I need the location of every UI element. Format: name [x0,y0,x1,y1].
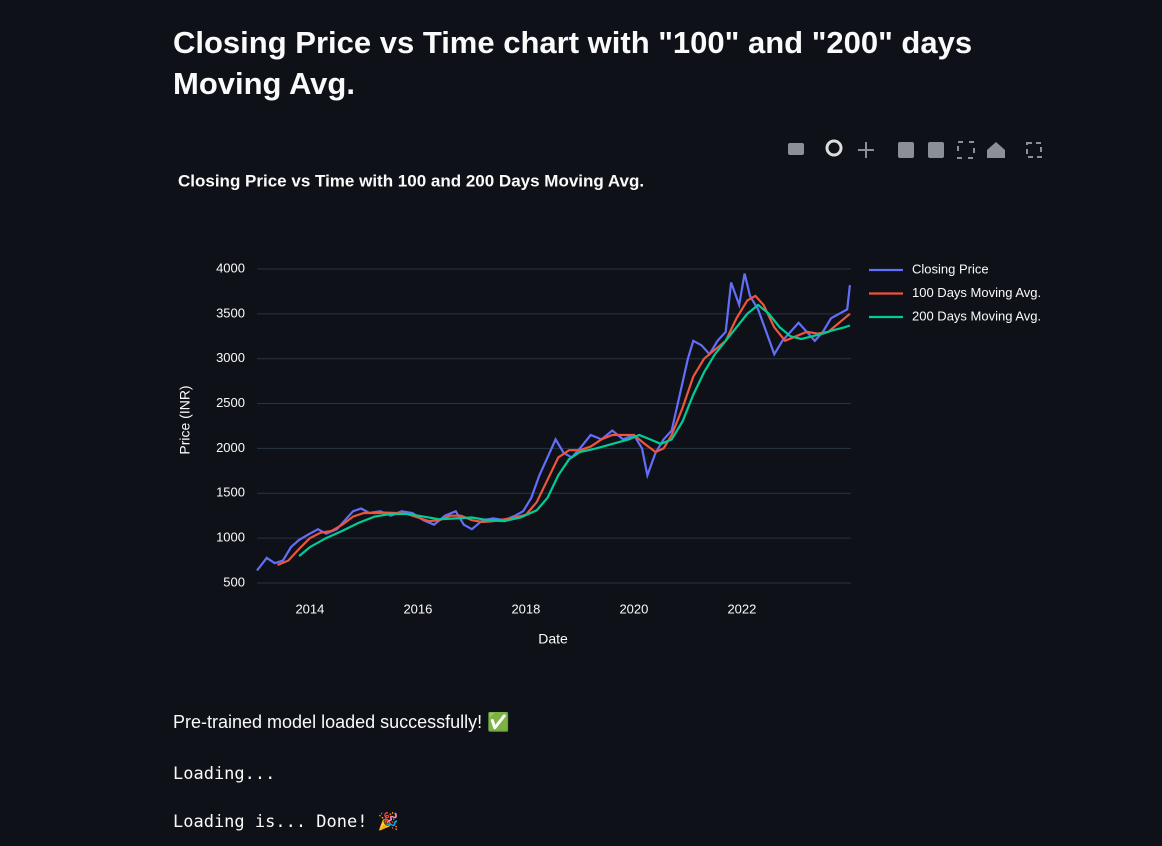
chart-title: Closing Price vs Time with 100 and 200 D… [178,171,644,190]
autoscale-button[interactable] [957,141,975,159]
y-tick-label: 3000 [216,350,245,365]
zoom-in-button[interactable] [898,142,914,158]
line [298,303,851,557]
y-tick-label: 4000 [216,260,245,275]
chart: Closing Price vs Time with 100 and 200 D… [177,139,1042,647]
y-tick-label: 1000 [216,530,245,545]
legend-label: 100 Days Moving Avg. [912,285,1041,300]
line [277,294,851,567]
y-tick-label: 2500 [216,395,245,410]
y-tick-label: 500 [223,574,245,589]
x-tick-label: 2016 [403,601,432,616]
x-tick-label: 2022 [727,601,756,616]
pan-button[interactable] [858,142,874,158]
line [256,273,851,572]
x-tick-label: 2018 [511,601,540,616]
y-tick-label: 2000 [216,440,245,455]
status-message: Loading... [173,764,276,784]
zoom-out-button[interactable] [928,142,944,158]
legend-label: Closing Price [912,261,989,276]
y-axis-label: Price (INR) [177,385,193,454]
toolbar [788,139,1042,159]
x-tick-label: 2014 [295,601,324,616]
fullscreen-button[interactable] [1026,142,1042,158]
x-axis-label: Date [538,631,568,647]
legend-label: 200 Days Moving Avg. [912,308,1041,323]
camera-button[interactable] [788,143,804,155]
zoom-button[interactable] [825,139,843,157]
x-tick-label: 2020 [619,601,648,616]
reset-button[interactable] [987,142,1005,158]
y-tick-label: 3500 [216,305,245,320]
y-tick-label: 1500 [216,485,245,500]
status-message: Loading is... Done! 🎉 [173,812,399,832]
page-heading: Closing Price vs Time chart with "100" a… [173,25,973,101]
status-message: Pre-trained model loaded successfully! ✅ [173,712,510,732]
